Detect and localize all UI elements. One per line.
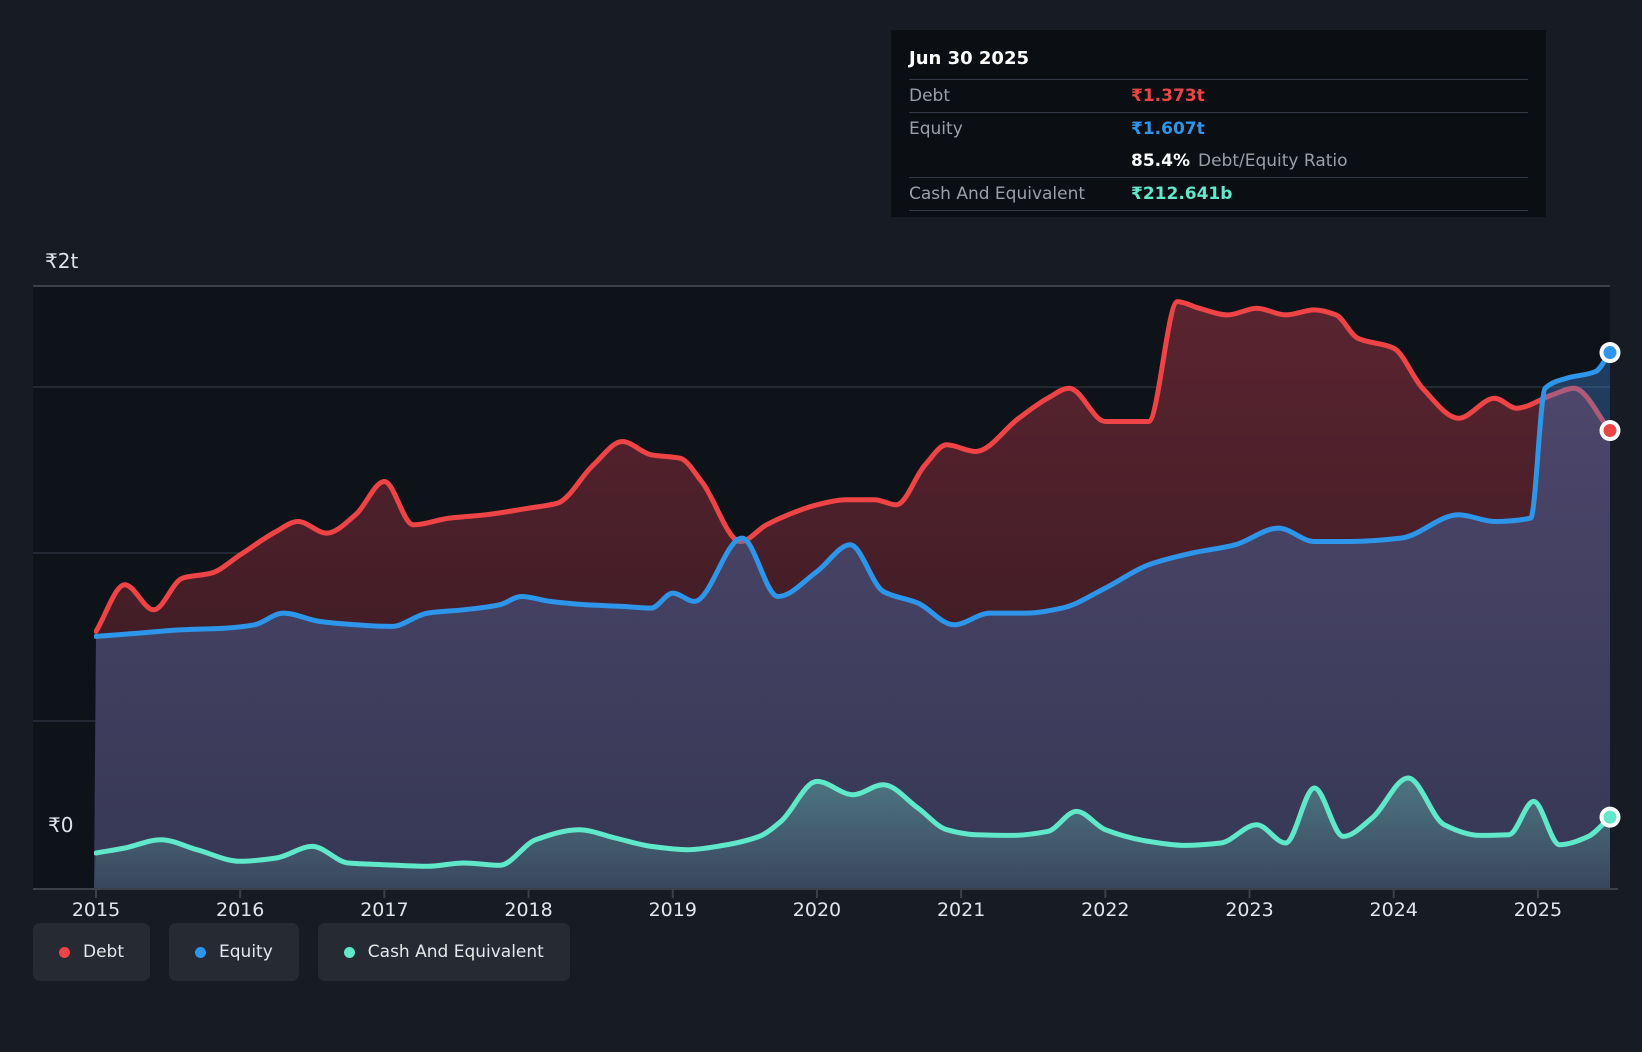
tooltip-ratio-value: 85.4% <box>1131 151 1190 171</box>
chart-tooltip: Jun 30 2025 Debt ₹1.373t Equity ₹1.607t … <box>891 30 1546 217</box>
tooltip-row-cash: Cash And Equivalent ₹212.641b <box>909 178 1528 211</box>
x-tick-label: 2017 <box>360 899 408 921</box>
tooltip-equity-label: Equity <box>909 119 1131 139</box>
legend-equity-label: Equity <box>219 942 273 962</box>
tooltip-equity-value: ₹1.607t <box>1131 119 1205 139</box>
tooltip-row-ratio: 85.4% Debt/Equity Ratio <box>909 145 1528 178</box>
equity-series-dot-icon <box>195 947 206 958</box>
x-tick-label: 2024 <box>1370 899 1418 921</box>
tooltip-debt-value: ₹1.373t <box>1131 86 1205 106</box>
legend-item-cash[interactable]: Cash And Equivalent <box>318 923 570 981</box>
legend-cash-label: Cash And Equivalent <box>368 942 544 962</box>
x-tick-label: 2016 <box>216 899 264 921</box>
x-tick-label: 2025 <box>1514 899 1562 921</box>
legend-item-debt[interactable]: Debt <box>33 923 150 981</box>
debt-endpoint-marker-core <box>1604 424 1617 437</box>
x-tick-label: 2019 <box>649 899 697 921</box>
tooltip-cash-value: ₹212.641b <box>1131 184 1232 204</box>
tooltip-ratio-label: Debt/Equity Ratio <box>1198 151 1348 171</box>
tooltip-cash-label: Cash And Equivalent <box>909 184 1131 204</box>
debt-series-dot-icon <box>59 947 70 958</box>
cash-endpoint-marker-core <box>1604 811 1617 824</box>
equity-endpoint-marker-core <box>1604 346 1617 359</box>
debt-equity-history-chart: 2015 2016 2017 2018 2019 2020 2021 2022 2023 2024… <box>0 0 1642 1052</box>
x-tick-label: 2022 <box>1081 899 1129 921</box>
x-tick-label: 2021 <box>937 899 985 921</box>
x-tick-label: 2015 <box>72 899 120 921</box>
x-tick-label: 2018 <box>504 899 552 921</box>
x-tick-label: 2020 <box>793 899 841 921</box>
cash-series-dot-icon <box>344 947 355 958</box>
tooltip-row-equity: Equity ₹1.607t <box>909 113 1528 145</box>
y-axis-zero-label: ₹0 <box>48 813 73 837</box>
chart-legend: Debt Equity Cash And Equivalent <box>33 923 570 981</box>
tooltip-date: Jun 30 2025 <box>909 42 1528 80</box>
legend-debt-label: Debt <box>83 942 124 962</box>
x-tick-label: 2023 <box>1225 899 1273 921</box>
legend-item-equity[interactable]: Equity <box>169 923 299 981</box>
tooltip-debt-label: Debt <box>909 86 1131 106</box>
y-axis-max-label: ₹2t <box>45 249 78 273</box>
tooltip-row-debt: Debt ₹1.373t <box>909 80 1528 113</box>
